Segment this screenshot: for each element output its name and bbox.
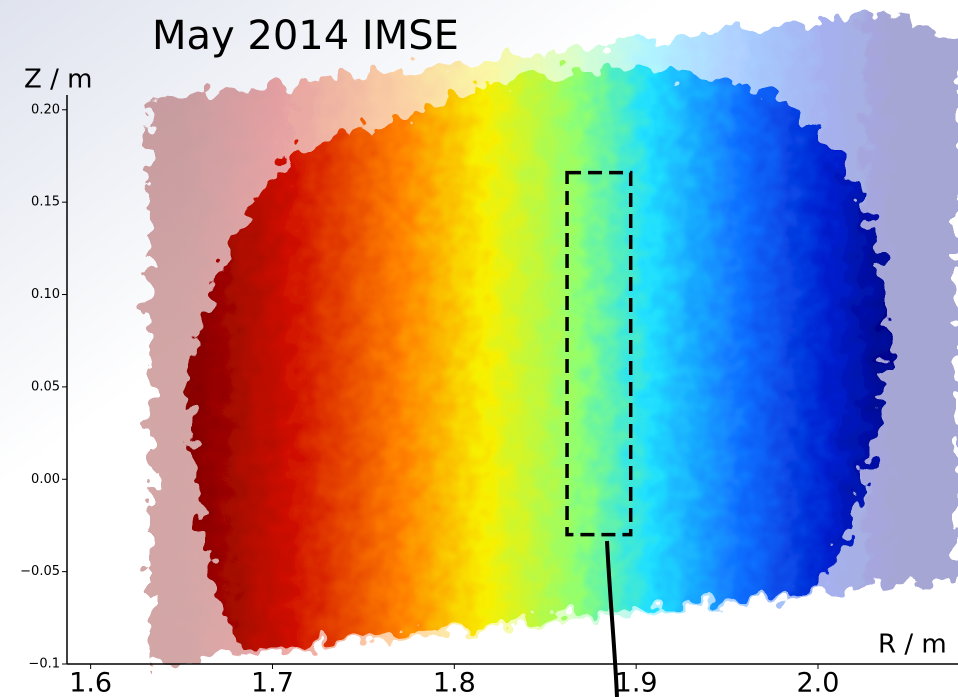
y-tick-label: −0.05 <box>20 564 60 579</box>
x-axis-label: R / m <box>878 630 947 660</box>
y-tick-label: 0.15 <box>31 195 60 210</box>
pointer-line <box>605 540 619 697</box>
chart-title: May 2014 IMSE <box>152 13 459 59</box>
x-tick-label: 1.7 <box>251 668 294 697</box>
heatmap-image <box>150 12 958 665</box>
y-tick-label: 0.05 <box>31 379 60 394</box>
y-tick-label: 0.00 <box>31 472 60 487</box>
x-tick-label: 1.9 <box>615 668 658 697</box>
y-tick-label: −0.1 <box>28 657 60 672</box>
highlight-box <box>565 170 633 537</box>
x-tick-label: 1.8 <box>433 668 476 697</box>
x-tick-label: 1.6 <box>69 668 112 697</box>
x-tick-label: 2.0 <box>797 668 840 697</box>
y-tick-label: 0.10 <box>31 287 60 302</box>
y-axis-label: Z / m <box>24 65 92 95</box>
y-tick-label: 0.20 <box>31 102 60 117</box>
